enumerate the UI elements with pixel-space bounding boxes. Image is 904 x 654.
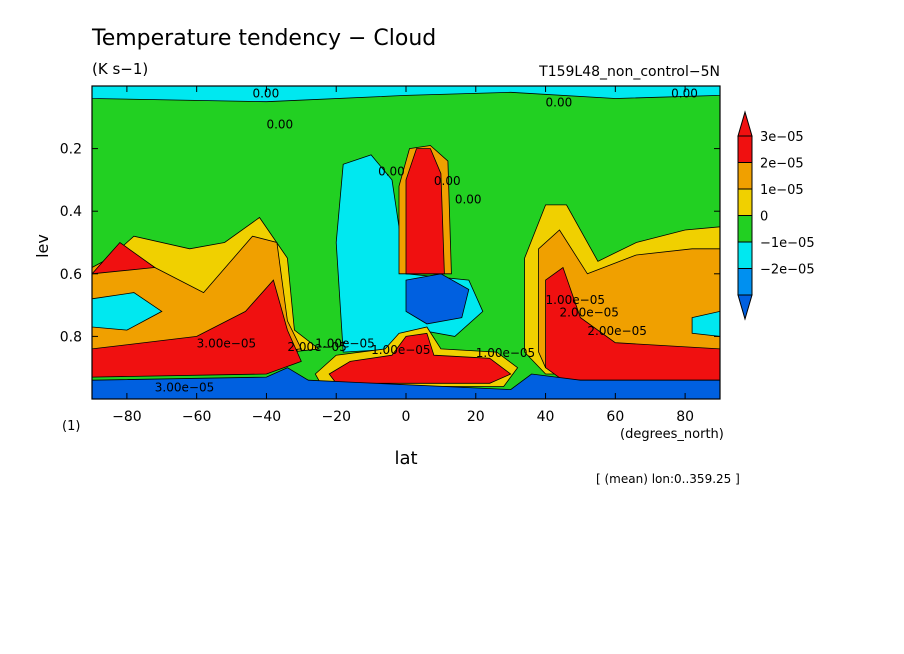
polar-south-positive [92, 241, 156, 275]
contour-label: 0.00 [434, 174, 461, 188]
contour-label: 0.00 [546, 96, 573, 110]
contour-label: 0.00 [266, 118, 293, 132]
southern-midlat-positive-core [92, 279, 302, 378]
y-tick-label: 0.2 [60, 142, 82, 158]
colorbar-label: 2e−05 [760, 157, 804, 172]
colorbar-label: 1e−05 [760, 183, 804, 198]
colorbar-swatch [737, 241, 753, 269]
x-tick-label: −80 [112, 409, 142, 425]
contour-label: 1.00e−05 [371, 343, 430, 357]
x-tick-label: 80 [676, 409, 694, 425]
x-tick-label: −60 [182, 409, 212, 425]
colorbar: 3e−05 2e−05 1e−05 0 −1e−05 −2e−05 [737, 110, 815, 321]
y-tick-label: 0.8 [60, 329, 82, 345]
experiment-label: T159L48_non_control−5N [538, 64, 720, 80]
colorbar-swatch [737, 215, 753, 243]
field-layer: 0.000.000.000.000.000.000.001.00e−052.00… [92, 86, 720, 399]
colorbar-label: 3e−05 [760, 130, 804, 145]
colorbar-swatch [737, 135, 753, 163]
x-tick-label: 20 [467, 409, 485, 425]
x-tick-label: 40 [537, 409, 555, 425]
plot-area: 0.000.000.000.000.000.000.001.00e−052.00… [60, 85, 721, 425]
northern-polar-negative [691, 310, 720, 337]
colorbar-label: 0 [760, 210, 768, 225]
contour-label: 3.00e−05 [197, 337, 256, 351]
x-axis-units: (degrees_north) [620, 427, 724, 442]
mean-subtitle: [ (mean) lon:0..359.25 ] [596, 472, 740, 486]
x-tick-label: 60 [606, 409, 624, 425]
contour-label: 1.00e−05 [315, 337, 374, 351]
contour-label: 2.00e−05 [560, 305, 619, 319]
colorbar-swatch [737, 268, 753, 296]
x-tick-label: −40 [252, 409, 282, 425]
tropical-upper-positive-core [405, 148, 445, 275]
contour-label: 0.00 [455, 193, 482, 207]
y-axis-units: (1) [62, 419, 80, 434]
colorbar-bottom-arrow [737, 294, 753, 321]
contour-label: 0.00 [252, 86, 279, 100]
chart-units: (K s−1) [92, 60, 148, 78]
colorbar-label: −1e−05 [760, 236, 815, 251]
contour-label: 0.00 [671, 86, 698, 100]
colorbar-label: −2e−05 [760, 263, 815, 278]
colorbar-swatch [737, 188, 753, 216]
y-tick-label: 0.4 [60, 204, 82, 220]
x-tick-label: 0 [402, 409, 411, 425]
y-axis-label: lev [33, 234, 52, 258]
southern-polar-negative [92, 292, 163, 331]
contour-label: 1.00e−05 [476, 346, 535, 360]
colorbar-top-arrow [737, 110, 753, 137]
contour-label: 2.00e−05 [287, 340, 346, 354]
y-tick-label: 0.6 [60, 267, 82, 283]
tropical-low-positive-core [328, 332, 512, 384]
contour-label: 0.00 [378, 165, 405, 179]
contour-label: 2.00e−05 [587, 324, 646, 338]
colorbar-swatch [737, 162, 753, 190]
contour-label: 1.00e−05 [546, 293, 605, 307]
lower-boundary-negative [92, 367, 720, 399]
contour-label: 3.00e−05 [155, 380, 214, 394]
top-negative-strip [92, 86, 720, 103]
x-axis-label: lat [394, 448, 417, 469]
chart-title: Temperature tendency − Cloud [91, 26, 436, 51]
x-tick-label: −20 [321, 409, 351, 425]
